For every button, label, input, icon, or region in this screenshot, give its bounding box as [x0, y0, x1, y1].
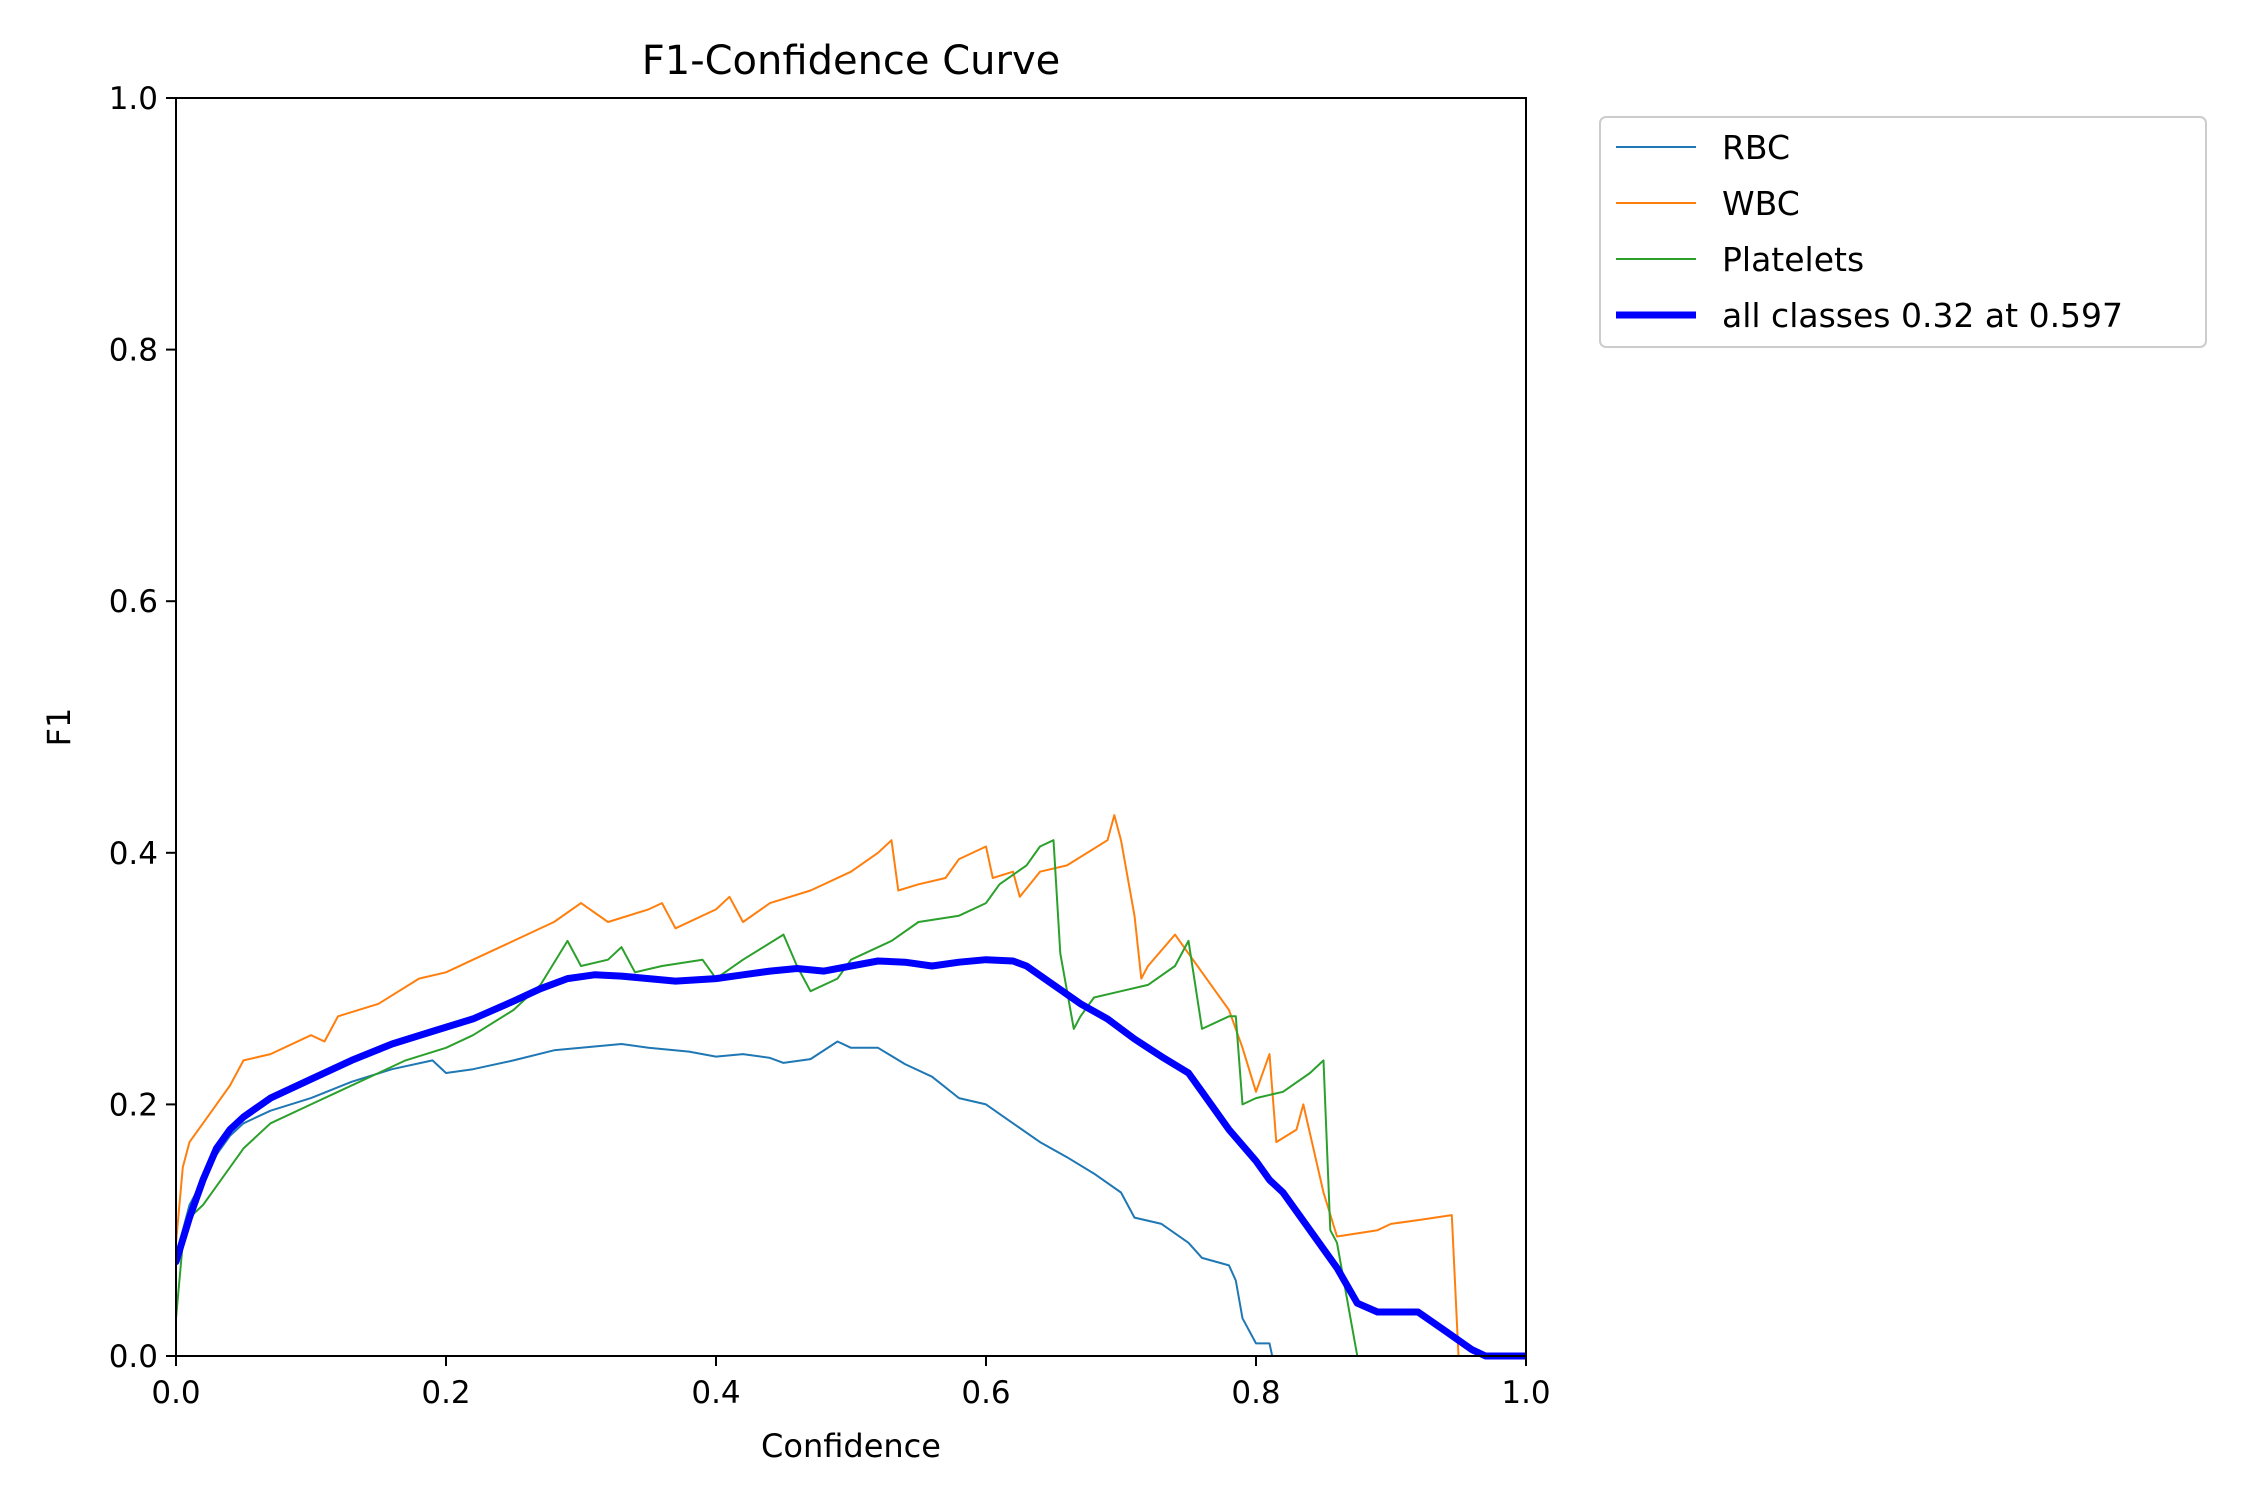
y-tick-label: 0.0: [109, 1339, 158, 1375]
y-tick-label: 0.6: [109, 584, 158, 620]
x-tick-label: 0.4: [691, 1375, 740, 1411]
chart-title: F1-Confidence Curve: [642, 38, 1061, 84]
legend-box: [1599, 116, 2207, 348]
series-line-0: [176, 1040, 1526, 1357]
series-line-3: [176, 956, 1526, 1360]
x-axis-label: Confidence: [761, 1427, 941, 1465]
legend: RBC WBC Platelets all classes 0.32 at 0.597: [1599, 116, 2207, 348]
x-tick-label: 0.6: [961, 1375, 1010, 1411]
legend-label: WBC: [1722, 184, 1800, 223]
legend-label: Platelets: [1722, 240, 1864, 279]
series-line-1: [176, 814, 1526, 1357]
series-layer: [176, 814, 1526, 1360]
legend-label: all classes 0.32 at 0.597: [1722, 296, 2123, 335]
y-axis-label: F1: [40, 708, 78, 747]
legend-label: RBC: [1722, 128, 1790, 167]
y-tick-label: 0.4: [109, 836, 158, 872]
y-tick-label: 0.2: [109, 1087, 158, 1123]
plot-frame: [175, 97, 1527, 1357]
y-axis: 0.0 0.2 0.4 0.6 0.8 1.0: [109, 81, 176, 1375]
x-tick-label: 1.0: [1501, 1375, 1550, 1411]
x-axis: 0.0 0.2 0.4 0.6 0.8 1.0: [151, 1356, 1551, 1411]
y-tick-label: 0.8: [109, 333, 158, 369]
x-tick-label: 0.2: [421, 1375, 470, 1411]
series-line-2: [176, 839, 1526, 1357]
y-tick-label: 1.0: [109, 81, 158, 117]
x-tick-label: 0.8: [1231, 1375, 1280, 1411]
x-tick-label: 0.0: [151, 1375, 200, 1411]
